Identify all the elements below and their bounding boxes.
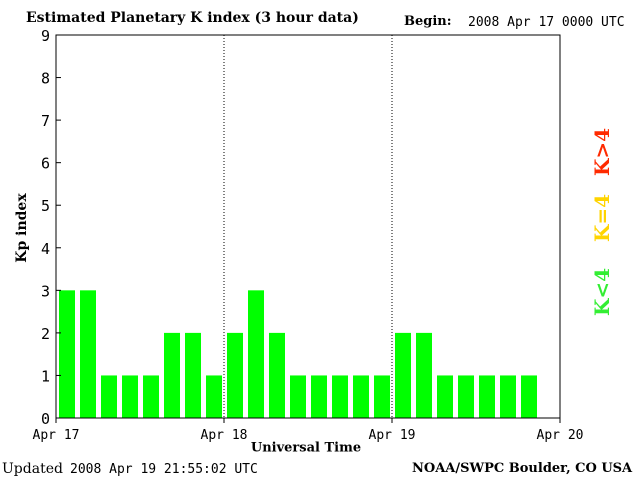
x-tick-label-0: Apr 17 xyxy=(33,428,80,443)
bar-kp-10 xyxy=(269,332,285,418)
y-tick-label-9: 9 xyxy=(41,27,50,45)
bar-kp-11 xyxy=(290,375,306,418)
bar-kp-20 xyxy=(479,375,495,418)
x-tick-label-3: Apr 20 xyxy=(537,428,584,443)
x-axis-label: Universal Time xyxy=(250,440,362,456)
plot-frame xyxy=(55,34,561,419)
legend-k-below-4: K<4 xyxy=(590,267,614,317)
bar-kp-14 xyxy=(353,375,369,418)
legend-k-equals-4: K=4 xyxy=(590,193,614,243)
bar-kp-22 xyxy=(521,375,537,418)
y-tick-label-4: 4 xyxy=(41,240,50,258)
bar-kp-9 xyxy=(248,290,264,418)
bar-kp-4 xyxy=(143,375,159,418)
y-tick-label-8: 8 xyxy=(41,70,50,88)
x-tick-label-1: Apr 18 xyxy=(201,428,248,443)
y-tick-label-1: 1 xyxy=(41,367,50,385)
bar-kp-16 xyxy=(395,332,411,418)
bar-kp-8 xyxy=(227,332,243,418)
bar-kp-0 xyxy=(59,290,75,418)
bar-kp-19 xyxy=(458,375,474,418)
updated-timestamp: 2008 Apr 19 21:55:02 UTC xyxy=(70,462,258,477)
y-tick-label-6: 6 xyxy=(41,155,50,173)
bar-kp-5 xyxy=(164,332,180,418)
begin-label: Begin: xyxy=(404,14,452,29)
y-tick-label-5: 5 xyxy=(41,197,50,215)
bar-kp-17 xyxy=(416,332,432,418)
chart-title: Estimated Planetary K index (3 hour data… xyxy=(26,10,359,26)
x-tick-label-2: Apr 19 xyxy=(369,428,416,443)
y-tick-label-2: 2 xyxy=(41,325,50,343)
bar-kp-7 xyxy=(206,375,222,418)
bar-kp-6 xyxy=(185,332,201,418)
begin-value: 2008 Apr 17 0000 UTC xyxy=(468,15,625,30)
y-tick-label-0: 0 xyxy=(41,410,50,428)
y-axis-label: Kp index xyxy=(14,193,30,263)
bar-kp-21 xyxy=(500,375,516,418)
bar-kp-15 xyxy=(374,375,390,418)
bar-kp-18 xyxy=(437,375,453,418)
bar-kp-12 xyxy=(311,375,327,418)
y-tick-label-7: 7 xyxy=(41,112,50,130)
updated-label: Updated xyxy=(2,461,63,477)
bar-kp-3 xyxy=(122,375,138,418)
bar-kp-1 xyxy=(80,290,96,418)
bar-kp-2 xyxy=(101,375,117,418)
y-tick-label-3: 3 xyxy=(41,282,50,300)
bar-kp-13 xyxy=(332,375,348,418)
credit-line: NOAA/SWPC Boulder, CO USA xyxy=(412,461,633,476)
legend-k-above-4: K>4 xyxy=(590,127,614,177)
